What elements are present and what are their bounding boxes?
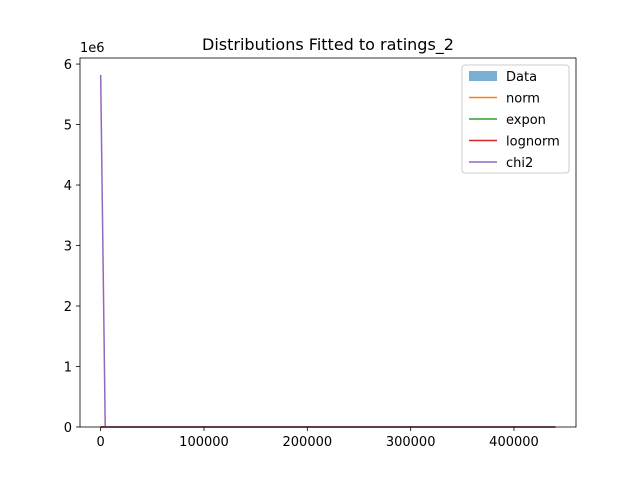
y-axis: 0 1 2 3 4 5 6	[64, 58, 80, 436]
legend: Data norm expon lognorm chi2	[461, 64, 570, 174]
legend-label-chi2: chi2	[506, 156, 533, 171]
y-tick-label: 0	[64, 421, 72, 436]
legend-label-expon: expon	[506, 113, 546, 128]
x-tick-label: 200000	[283, 435, 333, 450]
legend-swatch-data	[469, 71, 497, 81]
x-tick-label: 100000	[179, 435, 229, 450]
y-tick-label: 5	[64, 119, 72, 134]
y-tick-label: 2	[64, 300, 72, 315]
legend-label-norm: norm	[506, 92, 540, 107]
y-tick-label: 6	[64, 58, 72, 73]
x-tick-label: 400000	[489, 435, 539, 450]
legend-label-lognorm: lognorm	[506, 135, 560, 150]
legend-box	[461, 64, 570, 174]
y-tick-label: 1	[64, 361, 72, 376]
x-tick-label: 0	[97, 435, 105, 450]
x-axis: 0 100000 200000 300000 400000	[97, 427, 539, 450]
chart-title: Distributions Fitted to ratings_2	[202, 35, 454, 55]
y-tick-label: 4	[64, 179, 72, 194]
legend-label-data: Data	[506, 70, 537, 85]
y-tick-label: 3	[64, 240, 72, 255]
axes-frame	[79, 57, 577, 428]
x-tick-label: 300000	[386, 435, 436, 450]
y-offset-label: 1e6	[80, 41, 105, 56]
